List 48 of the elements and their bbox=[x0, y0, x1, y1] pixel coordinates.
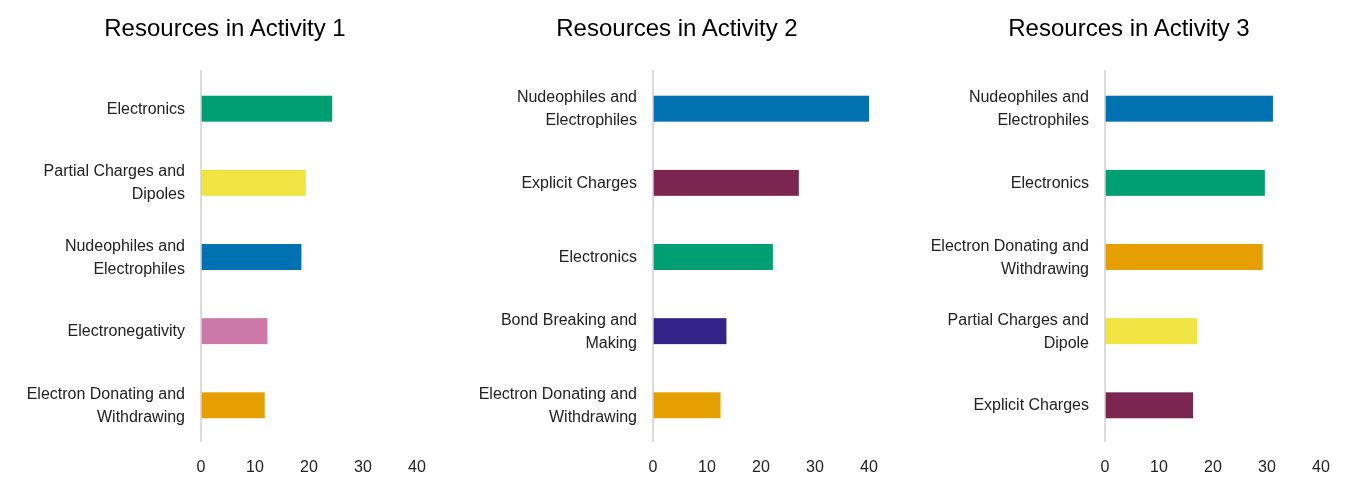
bar bbox=[1105, 392, 1194, 419]
bar bbox=[201, 392, 265, 419]
x-tick-label: 10 bbox=[246, 458, 264, 475]
chart-title: Resources in Activity 1 bbox=[104, 14, 346, 41]
x-tick-label: 10 bbox=[1150, 458, 1168, 475]
bar bbox=[653, 318, 727, 345]
x-tick-label: 10 bbox=[698, 458, 716, 475]
x-tick-label: 40 bbox=[860, 458, 878, 475]
y-tick-label: Nudeophiles and Electrophiles bbox=[968, 88, 1089, 129]
bar bbox=[1105, 318, 1198, 345]
bar bbox=[1105, 95, 1273, 122]
bar bbox=[1105, 169, 1265, 196]
y-tick-label: Explicit Charges bbox=[973, 396, 1089, 414]
bar bbox=[1105, 244, 1263, 270]
bar bbox=[653, 244, 773, 270]
x-tick-label: 20 bbox=[1204, 458, 1222, 475]
y-tick-label: Electronics bbox=[558, 248, 637, 265]
x-tick-label: 30 bbox=[1258, 458, 1276, 475]
bar bbox=[201, 244, 302, 270]
y-tick-label: Electron Donating and Withdrawing bbox=[930, 236, 1089, 277]
chart-title: Resources in Activity 3 bbox=[1008, 14, 1250, 41]
bar bbox=[653, 392, 721, 419]
y-tick-label: Electronics bbox=[1010, 173, 1089, 191]
y-tick-label: Bond Breaking and Making bbox=[500, 310, 637, 351]
y-tick-label: Nudeophiles and Electrophiles bbox=[64, 236, 185, 277]
bar bbox=[653, 95, 869, 122]
x-tick-label: 40 bbox=[1312, 458, 1330, 475]
y-tick-label: Electron Donating and Withdrawing bbox=[26, 384, 185, 425]
x-tick-label: 0 bbox=[196, 458, 206, 475]
chart-title: Resources in Activity 2 bbox=[556, 14, 798, 41]
y-tick-label: Electron Donating and Withdrawing bbox=[478, 384, 637, 425]
y-tick-label: Partial Charges and Dipoles bbox=[43, 162, 185, 203]
bar bbox=[653, 169, 799, 196]
y-tick-label: Nudeophiles and Electrophiles bbox=[516, 88, 637, 129]
bar bbox=[201, 95, 333, 122]
y-tick-label: Electronics bbox=[106, 99, 185, 117]
y-tick-label: Electronegativity bbox=[67, 322, 185, 340]
x-tick-label: 30 bbox=[806, 458, 824, 475]
y-tick-label: Explicit Charges bbox=[521, 173, 637, 191]
y-tick-label: Partial Charges and Dipole bbox=[947, 310, 1090, 351]
bar bbox=[201, 169, 306, 196]
x-tick-label: 30 bbox=[354, 458, 372, 475]
x-tick-label: 0 bbox=[648, 458, 658, 475]
x-tick-label: 20 bbox=[752, 458, 770, 475]
bar bbox=[201, 318, 268, 345]
x-tick-label: 40 bbox=[408, 458, 426, 475]
x-tick-label: 0 bbox=[1100, 458, 1110, 475]
x-tick-label: 20 bbox=[300, 458, 318, 475]
